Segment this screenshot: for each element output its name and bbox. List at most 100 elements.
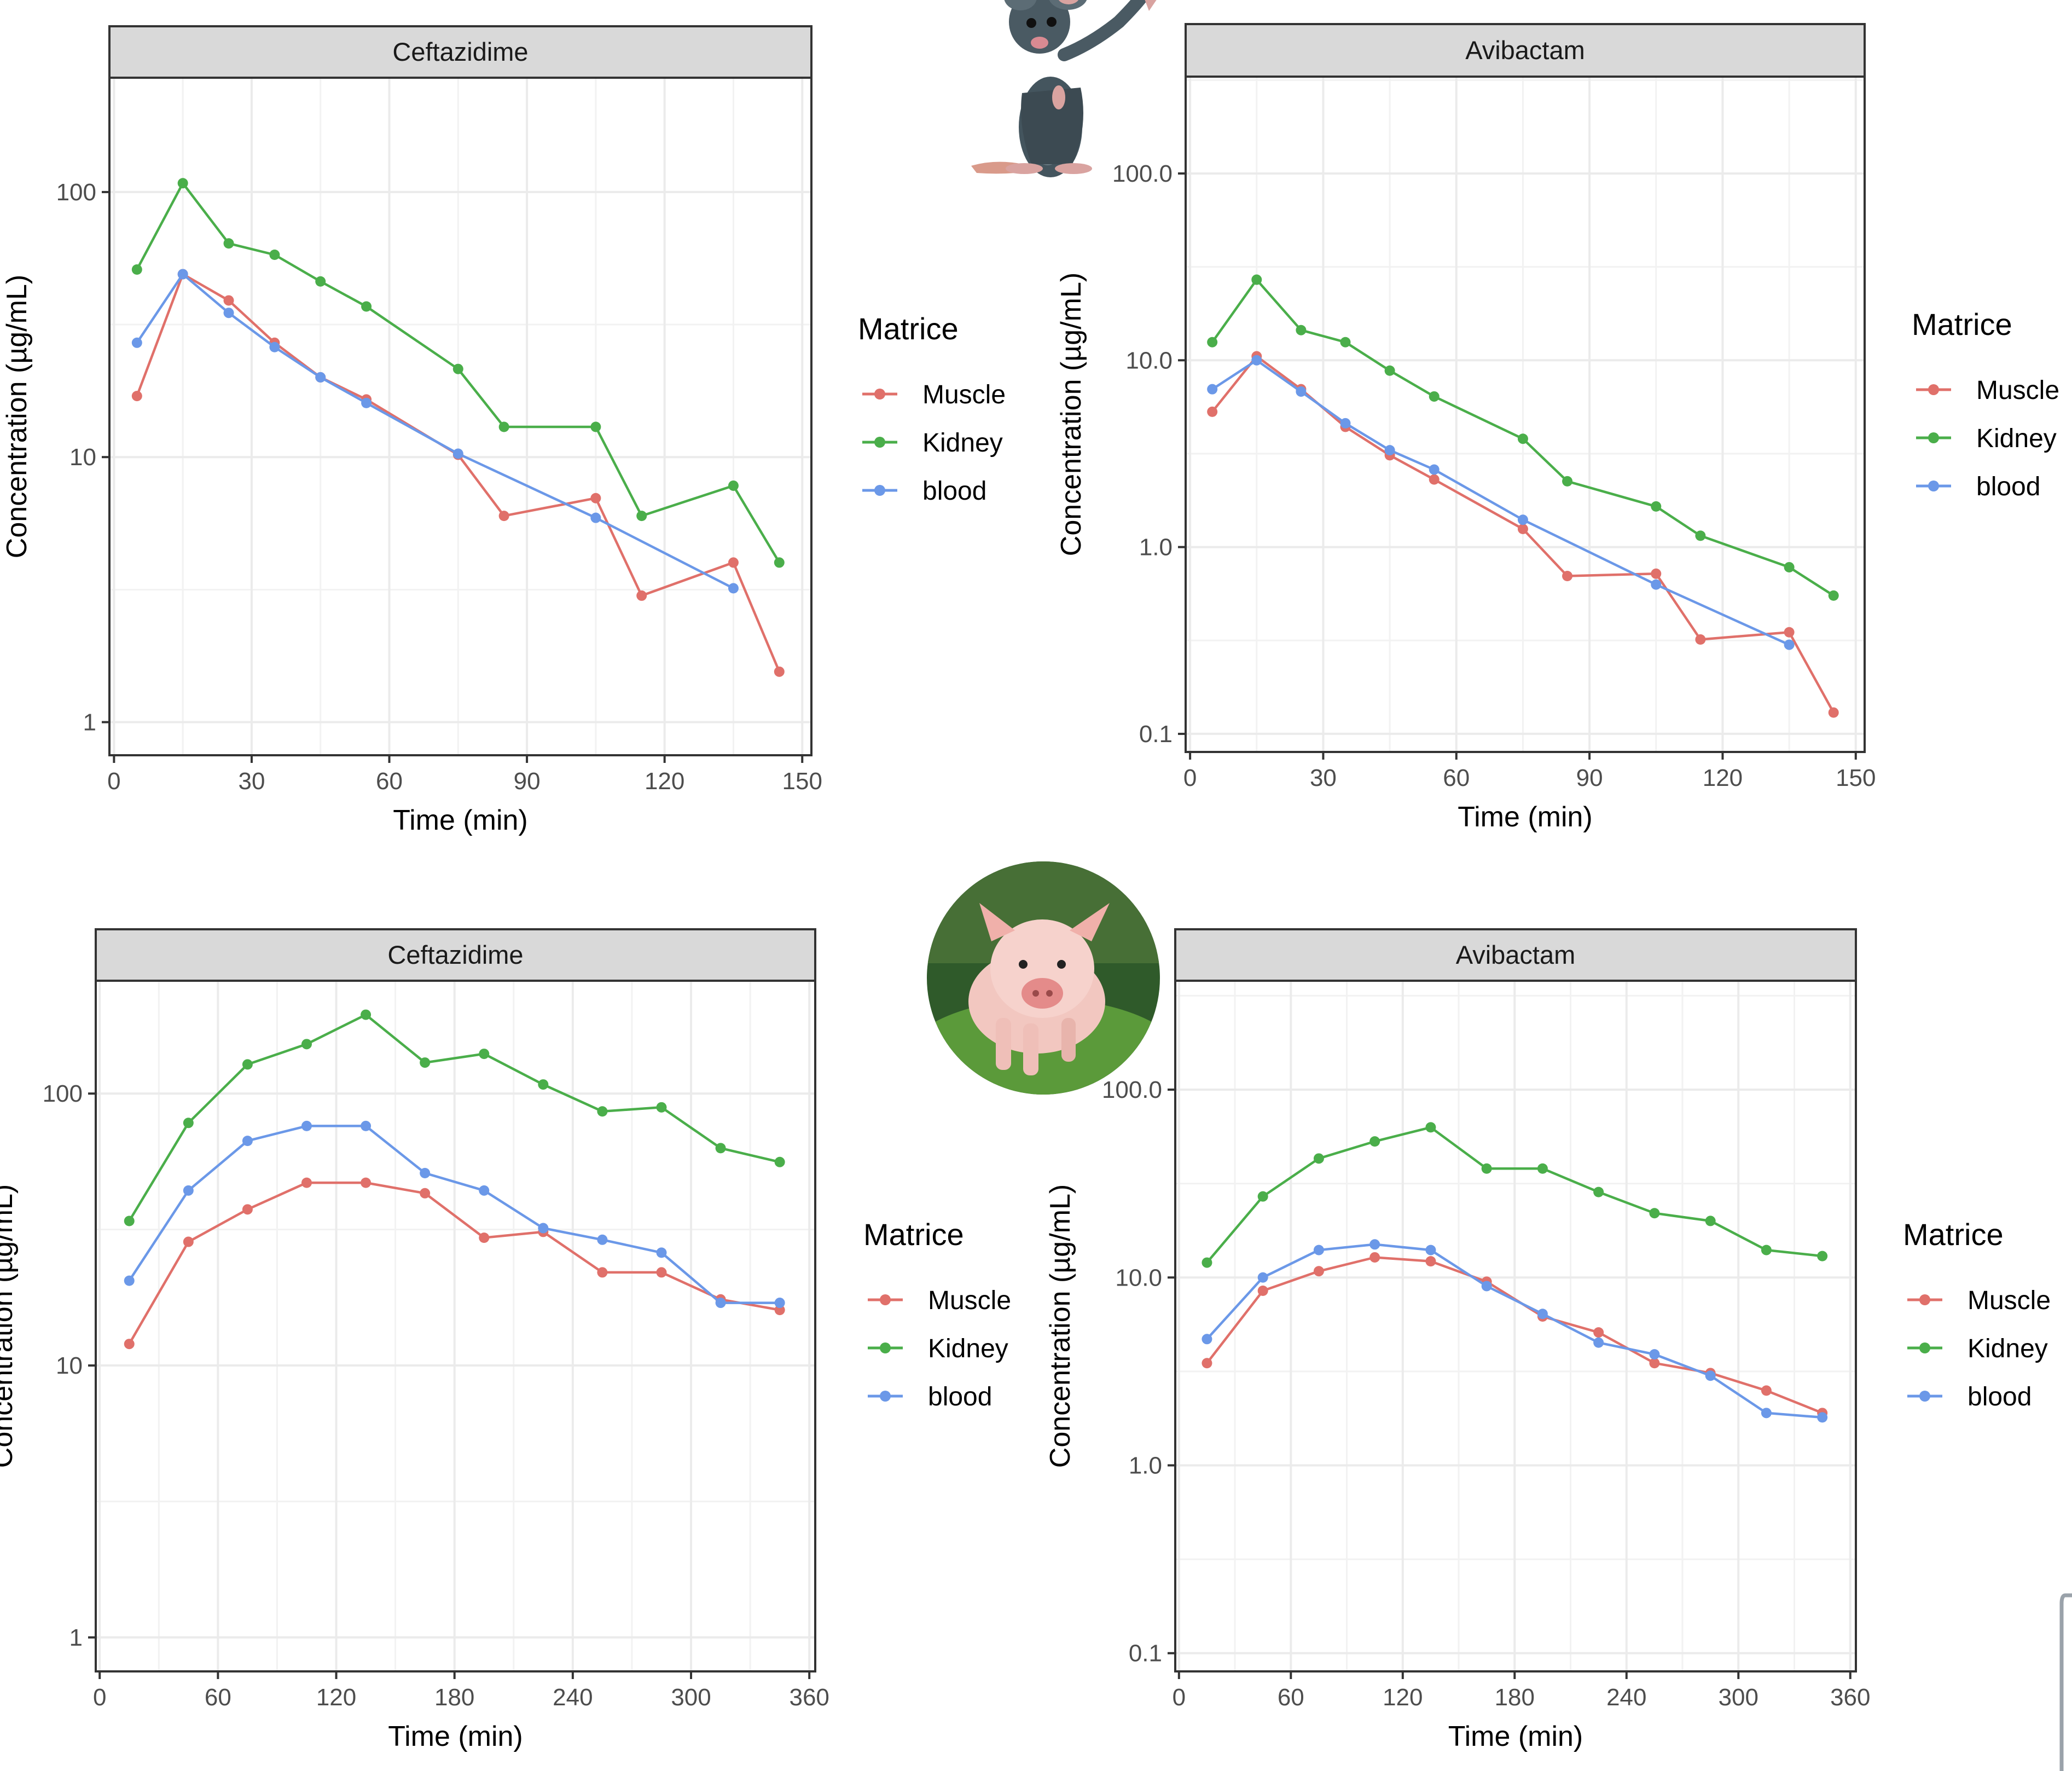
x-tick-label: 150 — [1836, 765, 1876, 791]
legend-key-point — [1919, 1342, 1930, 1353]
data-point-kidney — [1761, 1245, 1772, 1255]
legend-label: blood — [928, 1382, 992, 1411]
legend-label: blood — [1976, 472, 2040, 501]
data-point-muscle — [590, 493, 601, 503]
x-tick-label: 150 — [782, 768, 822, 795]
y-axis-title: Concentration (µg/mL) — [1, 275, 33, 558]
data-point-kidney — [269, 249, 280, 260]
legend-label: Kidney — [1976, 424, 2057, 453]
data-point-blood — [1202, 1334, 1212, 1345]
y-tick-label: 1 — [69, 1624, 83, 1651]
data-point-kidney — [597, 1106, 608, 1117]
data-point-blood — [1425, 1245, 1436, 1255]
x-tick-label: 180 — [434, 1684, 474, 1711]
plot-area — [1186, 77, 1865, 752]
x-tick-label: 60 — [1278, 1684, 1304, 1711]
facet-strip-label: Ceftazidime — [387, 940, 523, 969]
data-point-muscle — [1784, 627, 1795, 638]
data-point-muscle — [223, 295, 234, 306]
data-point-kidney — [361, 1009, 372, 1020]
data-point-kidney — [1257, 1191, 1268, 1202]
data-point-blood — [1649, 1349, 1660, 1360]
data-point-blood — [315, 372, 326, 383]
legend-label: Kidney — [922, 429, 1003, 458]
data-point-blood — [361, 1120, 372, 1131]
series-line-blood — [1206, 1243, 1823, 1419]
legend-title: Matrice — [858, 311, 959, 346]
x-tick-label: 30 — [238, 768, 265, 795]
data-point-kidney — [1481, 1163, 1492, 1174]
x-tick-label: 240 — [1606, 1684, 1646, 1711]
y-tick-label: 0.1 — [1129, 1640, 1162, 1667]
data-point-blood — [1517, 514, 1528, 525]
y-tick-label: 10.0 — [1125, 347, 1173, 374]
panel-1: Ceftazidime 0 30 60 90 120 150 1 10 100 Time (min)… — [1, 25, 1006, 836]
data-point-muscle — [183, 1236, 194, 1247]
data-point-blood — [131, 337, 142, 348]
data-point-kidney — [498, 421, 509, 432]
series-line-muscle — [128, 1181, 780, 1345]
data-point-muscle — [1761, 1385, 1772, 1396]
data-point-kidney — [656, 1102, 667, 1113]
data-point-kidney — [1207, 337, 1218, 348]
data-point-kidney — [774, 1156, 785, 1167]
x-tick-label: 300 — [1719, 1684, 1758, 1711]
data-point-kidney — [1562, 476, 1573, 487]
data-point-muscle — [242, 1204, 253, 1215]
data-point-blood — [1705, 1370, 1716, 1381]
x-tick-label: 240 — [553, 1684, 593, 1711]
legend-label: Muscle — [922, 380, 1006, 409]
facet-strip-label: Avibactam — [1456, 940, 1576, 969]
legend-title: Matrice — [1903, 1217, 2004, 1252]
data-point-blood — [452, 448, 463, 459]
data-point-kidney — [715, 1143, 726, 1154]
x-tick-label: 120 — [645, 768, 684, 795]
data-point-kidney — [242, 1059, 253, 1070]
data-point-kidney — [1202, 1257, 1212, 1268]
data-point-muscle — [1651, 568, 1662, 579]
data-point-blood — [715, 1298, 726, 1309]
legend-key-point — [880, 1342, 891, 1353]
data-point-kidney — [1817, 1251, 1828, 1261]
data-point-muscle — [479, 1232, 490, 1243]
x-tick-label: 360 — [1830, 1684, 1870, 1711]
data-point-muscle — [728, 557, 739, 568]
legend-key-point — [1928, 384, 1939, 395]
x-tick-label: 90 — [514, 768, 541, 795]
data-point-blood — [183, 1185, 194, 1196]
facet-strip — [1185, 23, 1866, 78]
data-point-blood — [242, 1136, 253, 1147]
data-point-muscle — [1313, 1266, 1324, 1277]
data-point-muscle — [1369, 1252, 1380, 1263]
data-point-blood — [479, 1185, 490, 1196]
data-point-blood — [1340, 418, 1351, 429]
data-point-kidney — [301, 1039, 312, 1050]
data-point-muscle — [1695, 634, 1706, 645]
data-point-kidney — [124, 1216, 135, 1226]
x-tick-label: 360 — [789, 1684, 829, 1711]
data-point-kidney — [1251, 274, 1262, 285]
data-point-kidney — [1313, 1153, 1324, 1164]
legend-label: Muscle — [1976, 376, 2059, 405]
data-point-blood — [656, 1247, 667, 1258]
x-axis-title: Time (min) — [388, 1721, 523, 1752]
series-line-muscle — [1211, 355, 1835, 714]
data-point-blood — [361, 397, 372, 408]
data-point-muscle — [1517, 524, 1528, 535]
edge-frame — [2059, 1593, 2072, 1771]
legend-label: Kidney — [1967, 1334, 2048, 1363]
data-point-blood — [124, 1275, 135, 1286]
data-point-muscle — [1649, 1358, 1660, 1369]
y-tick-label: 1.0 — [1139, 534, 1173, 561]
data-point-kidney — [1429, 391, 1440, 402]
data-point-muscle — [1562, 570, 1573, 581]
series-line-kidney — [1211, 278, 1835, 597]
data-point-muscle — [1593, 1327, 1604, 1338]
legend-key-point — [1919, 1391, 1930, 1402]
data-point-kidney — [590, 421, 601, 432]
data-point-kidney — [1593, 1187, 1604, 1197]
y-tick-label: 0.1 — [1139, 721, 1173, 748]
x-tick-label: 0 — [93, 1684, 106, 1711]
data-point-kidney — [774, 557, 785, 568]
legend-label: Muscle — [1967, 1286, 2051, 1315]
